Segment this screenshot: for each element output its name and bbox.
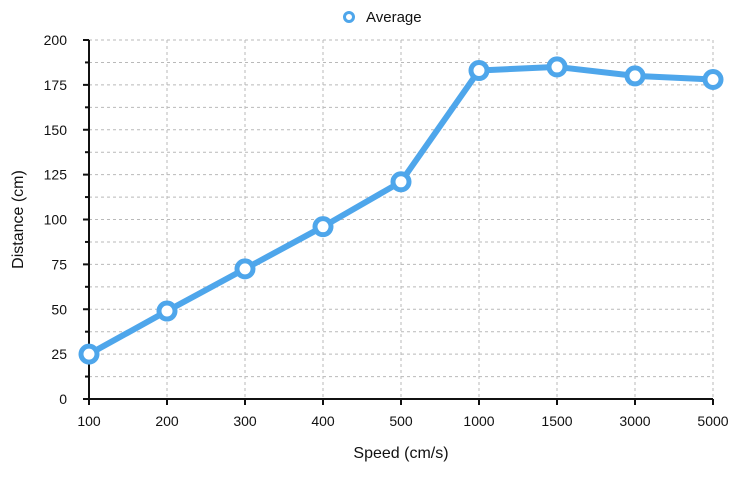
grid [89,39,714,399]
x-tick-label: 1000 [463,413,494,429]
data-point [624,65,646,87]
data-point [468,60,490,82]
data-point [546,56,568,78]
axes [83,39,714,405]
tick-labels: 0 25 50 75 100 125 150 175 200 100 200 300 400 500 100… [44,32,729,429]
x-tick-label: 300 [233,413,257,429]
y-axis-title: Distance (cm) [10,170,27,269]
x-tick-label: 500 [389,413,413,429]
data-point [156,300,178,322]
x-tick-label: 400 [311,413,335,429]
data-point [390,171,412,193]
x-tick-label: 1500 [541,413,572,429]
y-tick-label: 150 [44,122,68,138]
legend: Average [343,9,422,26]
legend-marker [343,11,355,23]
x-axis-title: Speed (cm/s) [353,445,448,462]
y-tick-label: 0 [59,391,67,407]
data-point [78,343,100,365]
legend-label: Average [366,9,422,26]
x-tick-label: 5000 [697,413,728,429]
y-tick-label: 175 [44,77,68,93]
x-tick-label: 3000 [619,413,650,429]
y-tick-label: 100 [44,212,68,228]
x-tick-label: 100 [77,413,101,429]
y-tick-label: 25 [51,346,67,362]
y-tick-label: 75 [51,256,67,272]
data-point [312,216,334,238]
x-tick-label: 200 [155,413,179,429]
y-tick-label: 125 [44,167,68,183]
data-point [234,258,256,280]
data-point [702,68,724,90]
y-tick-label: 50 [51,301,67,317]
y-tick-label: 200 [44,32,68,48]
series-layer [78,56,724,365]
